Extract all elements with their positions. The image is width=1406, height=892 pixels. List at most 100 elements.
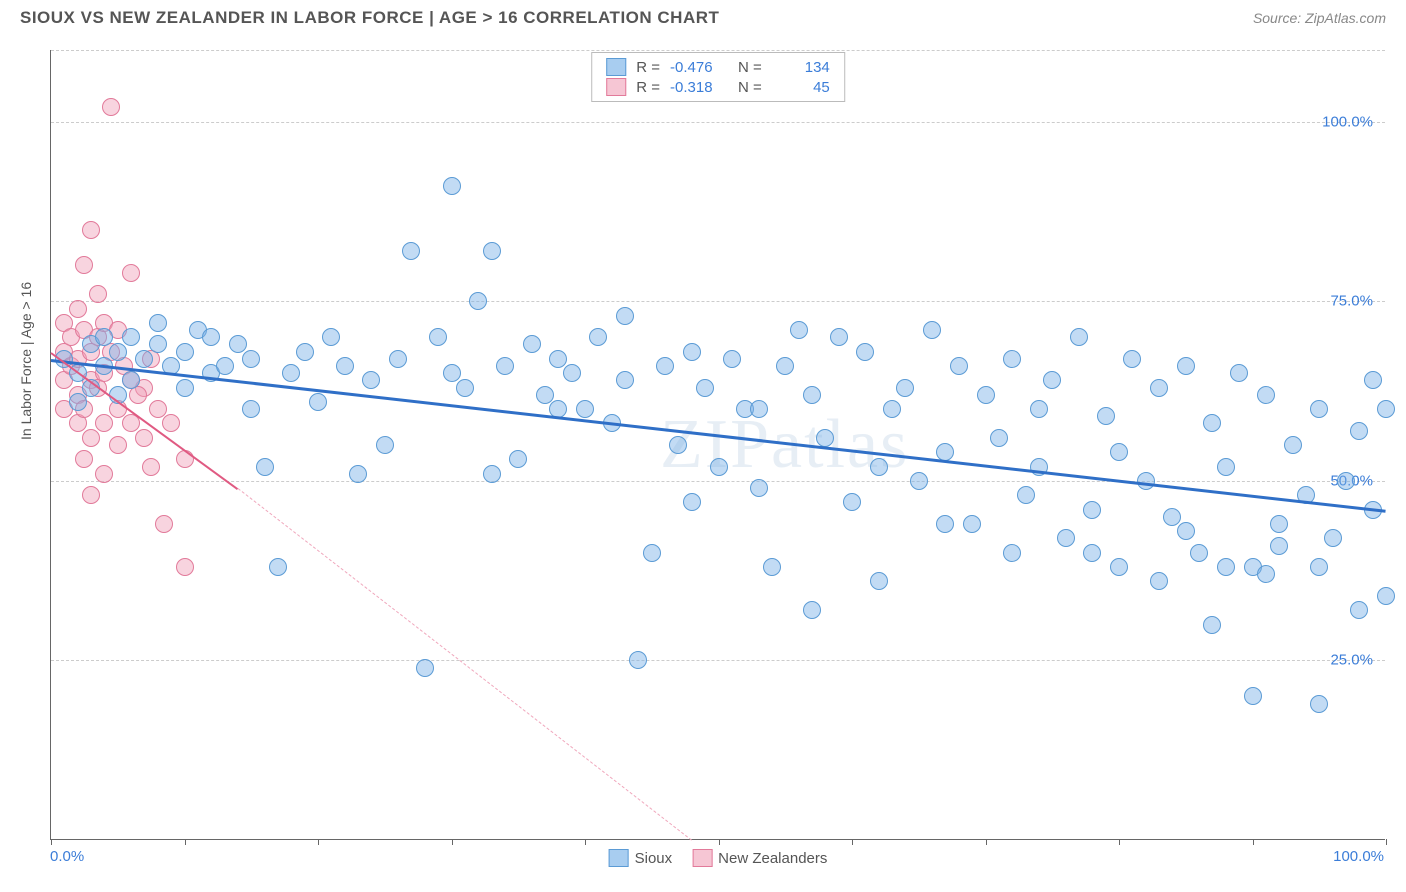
data-point — [142, 458, 160, 476]
data-point — [122, 371, 140, 389]
data-point — [776, 357, 794, 375]
data-point — [816, 429, 834, 447]
data-point — [216, 357, 234, 375]
data-point — [509, 450, 527, 468]
data-point — [95, 465, 113, 483]
data-point — [750, 400, 768, 418]
data-point — [149, 400, 167, 418]
r-label: R = — [636, 79, 660, 96]
x-tick — [1253, 839, 1254, 845]
data-point — [1123, 350, 1141, 368]
data-point — [1110, 443, 1128, 461]
data-point — [910, 472, 928, 490]
data-point — [296, 343, 314, 361]
data-point — [82, 486, 100, 504]
data-point — [429, 328, 447, 346]
data-point — [1017, 486, 1035, 504]
data-point — [643, 544, 661, 562]
data-point — [1097, 407, 1115, 425]
x-tick — [1386, 839, 1387, 845]
data-point — [830, 328, 848, 346]
source-label: Source: ZipAtlas.com — [1253, 10, 1386, 26]
data-point — [1177, 522, 1195, 540]
data-point — [162, 414, 180, 432]
data-point — [803, 386, 821, 404]
r-label: R = — [636, 59, 660, 76]
data-point — [69, 300, 87, 318]
data-point — [589, 328, 607, 346]
data-point — [376, 436, 394, 454]
legend-swatch — [609, 849, 629, 867]
data-point — [990, 429, 1008, 447]
n-label: N = — [738, 79, 762, 96]
data-point — [176, 558, 194, 576]
data-point — [1137, 472, 1155, 490]
data-point — [977, 386, 995, 404]
data-point — [149, 335, 167, 353]
data-point — [202, 328, 220, 346]
data-point — [402, 242, 420, 260]
legend-item: New Zealanders — [692, 849, 827, 867]
data-point — [1337, 472, 1355, 490]
x-tick — [585, 839, 586, 845]
data-point — [1310, 695, 1328, 713]
gridline — [51, 122, 1385, 123]
data-point — [1364, 371, 1382, 389]
chart-plot-area: ZIPatlas R =-0.476N =134R =-0.318N =45 S… — [50, 50, 1385, 840]
data-point — [322, 328, 340, 346]
data-point — [1203, 414, 1221, 432]
data-point — [896, 379, 914, 397]
x-tick — [51, 839, 52, 845]
data-point — [683, 493, 701, 511]
data-point — [1310, 400, 1328, 418]
data-point — [443, 364, 461, 382]
data-point — [496, 357, 514, 375]
x-tick — [185, 839, 186, 845]
data-point — [1230, 364, 1248, 382]
data-point — [256, 458, 274, 476]
legend-row: R =-0.318N =45 — [606, 77, 830, 97]
data-point — [282, 364, 300, 382]
data-point — [1163, 508, 1181, 526]
data-point — [176, 379, 194, 397]
x-tick — [986, 839, 987, 845]
data-point — [576, 400, 594, 418]
data-point — [309, 393, 327, 411]
data-point — [616, 307, 634, 325]
x-tick — [719, 839, 720, 845]
data-point — [483, 465, 501, 483]
data-point — [82, 429, 100, 447]
data-point — [389, 350, 407, 368]
data-point — [1043, 371, 1061, 389]
data-point — [1177, 357, 1195, 375]
data-point — [155, 515, 173, 533]
n-value: 45 — [772, 79, 830, 96]
data-point — [696, 379, 714, 397]
y-axis-label: In Labor Force | Age > 16 — [18, 282, 34, 440]
data-point — [950, 357, 968, 375]
chart-title: SIOUX VS NEW ZEALANDER IN LABOR FORCE | … — [20, 8, 719, 28]
data-point — [803, 601, 821, 619]
data-point — [149, 314, 167, 332]
data-point — [135, 350, 153, 368]
data-point — [1270, 537, 1288, 555]
data-point — [1350, 601, 1368, 619]
legend-swatch — [606, 78, 626, 96]
data-point — [523, 335, 541, 353]
gridline — [51, 660, 1385, 661]
data-point — [122, 328, 140, 346]
x-tick — [1119, 839, 1120, 845]
data-point — [1150, 379, 1168, 397]
data-point — [1324, 529, 1342, 547]
data-point — [669, 436, 687, 454]
x-axis-min-label: 0.0% — [50, 848, 84, 865]
data-point — [135, 429, 153, 447]
data-point — [109, 436, 127, 454]
data-point — [102, 98, 120, 116]
data-point — [1003, 350, 1021, 368]
data-point — [856, 343, 874, 361]
data-point — [870, 572, 888, 590]
data-point — [936, 515, 954, 533]
x-tick — [452, 839, 453, 845]
legend-swatch — [606, 58, 626, 76]
